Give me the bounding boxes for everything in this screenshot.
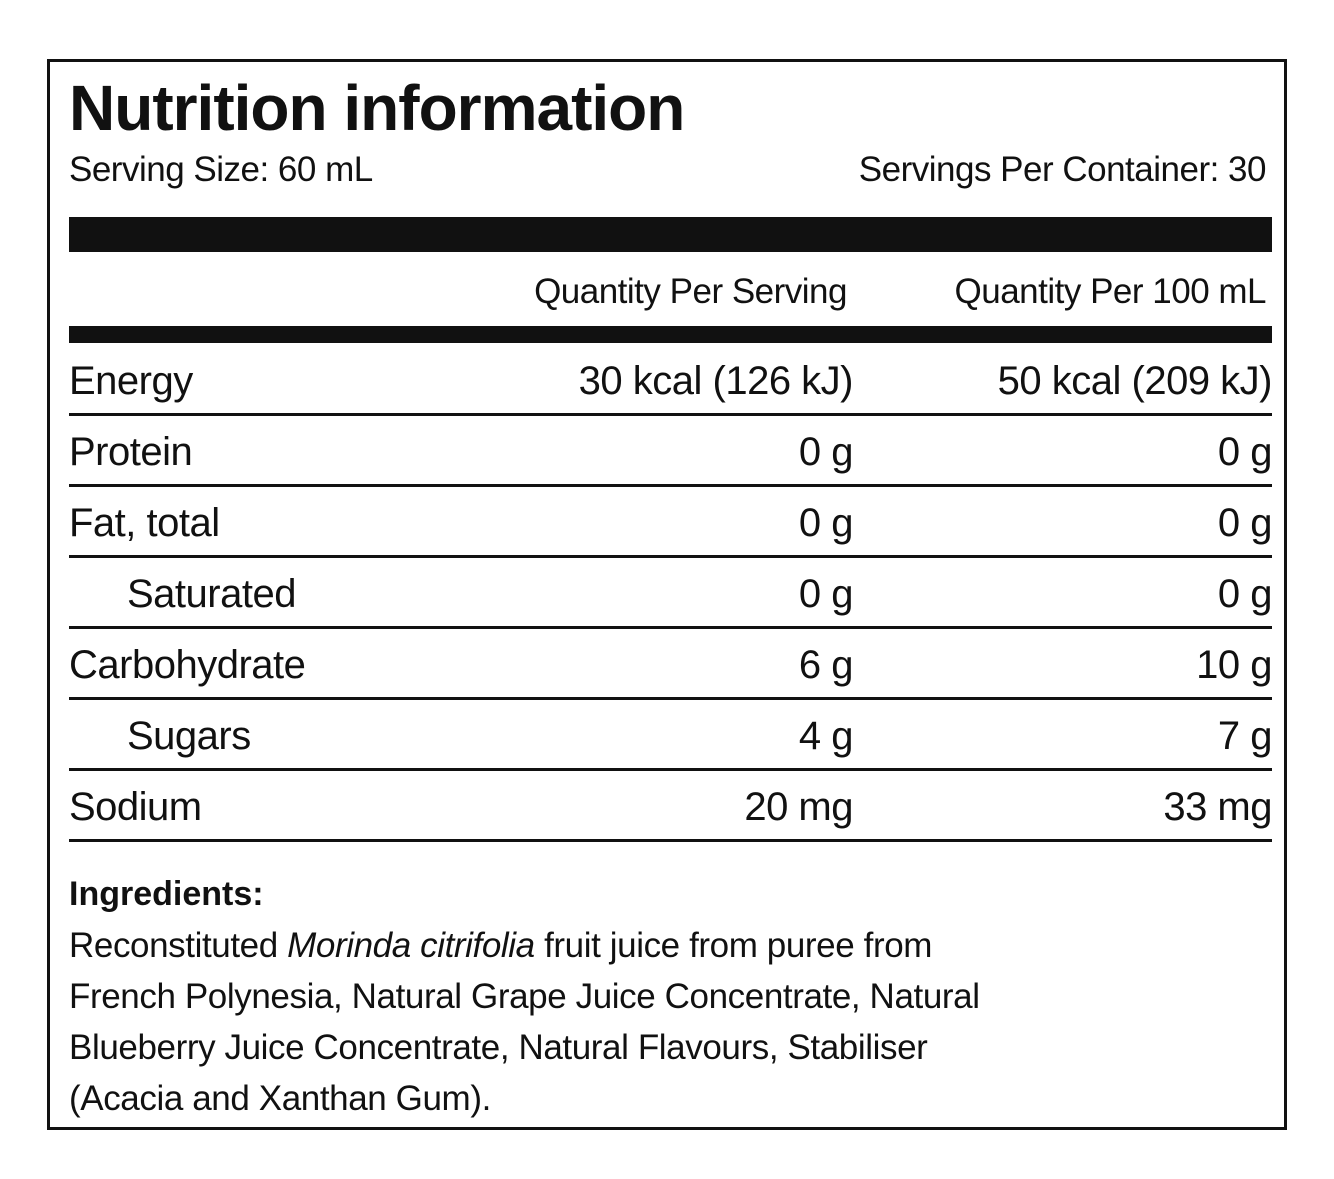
table-row: Sodium 20 mg 33 mg <box>69 771 1272 842</box>
per-serving-value: 4 g <box>798 714 854 758</box>
table-row: Carbohydrate 6 g 10 g <box>69 629 1272 700</box>
table-row: Energy 30 kcal (126 kJ) 50 kcal (209 kJ) <box>69 345 1273 416</box>
table-row: Sugars 4 g 7 g <box>69 700 1273 771</box>
ingredients-text-after: fruit juice from puree from French Polyn… <box>69 926 980 1118</box>
divider-medium <box>69 326 1272 343</box>
divider-thick <box>69 217 1272 252</box>
per-100ml-value: 0 g <box>1217 572 1273 616</box>
nutrient-label: Sodium <box>69 785 202 829</box>
panel-title: Nutrition information <box>69 72 685 144</box>
per-100ml-value: 33 mg <box>1163 785 1272 829</box>
ingredients-text-italic: Morinda citrifolia <box>287 926 535 965</box>
per-100ml-value: 0 g <box>1217 430 1273 474</box>
table-row: Fat, total 0 g 0 g <box>69 487 1273 558</box>
servings-per-container: Servings Per Container: 30 <box>858 150 1267 189</box>
ingredients-heading: Ingredients: <box>69 875 264 913</box>
nutrient-label: Protein <box>69 430 193 474</box>
per-serving-value: 0 g <box>798 501 854 545</box>
per-serving-value: 6 g <box>798 643 854 687</box>
nutrient-label: Fat, total <box>69 501 220 545</box>
table-row: Saturated 0 g 0 g <box>69 558 1273 629</box>
table-row: Protein 0 g 0 g <box>69 416 1273 487</box>
nutrient-label: Sugars <box>127 714 251 758</box>
nutrient-table: Energy 30 kcal (126 kJ) 50 kcal (209 kJ)… <box>69 345 1273 842</box>
column-header-per-serving: Quantity Per Serving <box>534 272 847 311</box>
per-serving-value: 30 kcal (126 kJ) <box>578 359 854 403</box>
ingredients-text: Reconstituted Morinda citrifolia fruit j… <box>69 920 1029 1124</box>
nutrient-label: Energy <box>69 359 193 403</box>
per-100ml-value: 10 g <box>1196 643 1272 687</box>
per-serving-value: 20 mg <box>744 785 853 829</box>
column-header-per-100ml: Quantity Per 100 mL <box>954 272 1267 311</box>
per-100ml-value: 0 g <box>1217 501 1273 545</box>
per-serving-value: 0 g <box>798 430 854 474</box>
serving-size: Serving Size: 60 mL <box>69 150 373 189</box>
per-100ml-value: 50 kcal (209 kJ) <box>997 359 1273 403</box>
nutrition-panel: Nutrition information Serving Size: 60 m… <box>47 59 1287 1130</box>
nutrient-label: Saturated <box>127 572 296 616</box>
per-serving-value: 0 g <box>798 572 854 616</box>
ingredients-text-before: Reconstituted <box>69 926 288 965</box>
nutrient-label: Carbohydrate <box>69 643 306 687</box>
per-100ml-value: 7 g <box>1217 714 1273 758</box>
